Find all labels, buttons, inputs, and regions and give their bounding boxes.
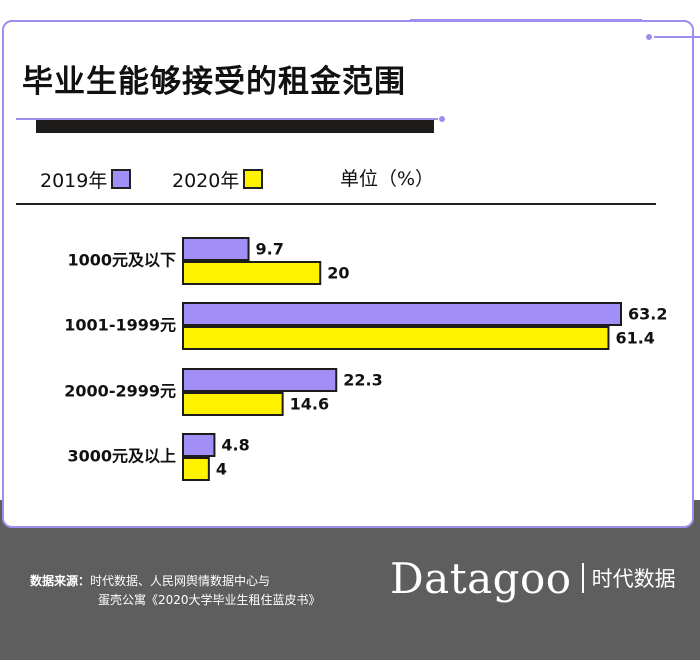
value-label-2020-2000-2999: 14.6 xyxy=(290,395,329,414)
source-text-1: 时代数据、人民网舆情数据中心与 xyxy=(90,574,271,588)
value-label-2019-3000-and-above: 4.8 xyxy=(221,436,249,455)
brand-chinese-name: 时代数据 xyxy=(591,567,676,591)
legend-label-2019: 2019年 xyxy=(40,169,108,192)
brand-wordmark: Datagoo xyxy=(390,553,572,603)
bar-2019-1001-1999 xyxy=(182,302,622,326)
frame-dot-title xyxy=(439,116,445,122)
chart-card xyxy=(2,20,694,528)
bar-2019-2000-2999 xyxy=(182,368,338,392)
chart-title: 毕业生能够接受的租金范围 xyxy=(22,64,406,100)
category-label-2000-2999: 2000-2999元 xyxy=(64,382,176,401)
value-label-2019-2000-2999: 22.3 xyxy=(343,371,382,390)
value-label-2020-1001-1999: 61.4 xyxy=(615,329,654,348)
source-key: 数据来源： xyxy=(30,574,91,588)
frame-line-top xyxy=(410,19,642,21)
source-note: 数据来源：时代数据、人民网舆情数据中心与 蛋壳公寓《2020大学毕业生租住蓝皮书… xyxy=(30,572,430,610)
category-label-1000-and-below: 1000元及以下 xyxy=(67,251,176,270)
legend-swatch-2019 xyxy=(111,169,132,189)
value-label-2019-1001-1999: 63.2 xyxy=(628,305,667,324)
legend-swatch-2020 xyxy=(243,169,264,189)
legend-label-2020: 2020年 xyxy=(172,169,240,192)
title-underline-bar xyxy=(36,120,434,133)
source-line-1: 数据来源：时代数据、人民网舆情数据中心与 xyxy=(30,572,430,591)
category-label-1001-1999: 1001-1999元 xyxy=(64,316,176,335)
header-rule xyxy=(16,203,656,205)
frame-dot-top xyxy=(646,34,652,40)
bar-2020-1000-and-below xyxy=(182,261,322,285)
category-label-3000-and-above: 3000元及以上 xyxy=(67,447,176,466)
legend-item-2019: 2019年 xyxy=(40,166,132,192)
value-label-2019-1000-and-below: 9.7 xyxy=(256,240,284,259)
source-line-2: 蛋壳公寓《2020大学毕业生租住蓝皮书》 xyxy=(30,591,430,610)
bar-2019-1000-and-below xyxy=(182,237,250,261)
bar-2020-3000-and-above xyxy=(182,457,210,481)
bar-chart: 1000元及以下 9.7 20 1001-1999元 63.2 61.4 2000-2999… xyxy=(64,237,667,481)
unit-label: 单位（%） xyxy=(340,168,435,190)
frame-line-title xyxy=(16,118,438,120)
legend-item-2020: 2020年 xyxy=(172,166,264,192)
value-label-2020-3000-and-above: 4 xyxy=(216,460,227,479)
bar-2020-2000-2999 xyxy=(182,392,284,416)
bar-2019-3000-and-above xyxy=(182,433,216,457)
source-text-2: 蛋壳公寓《2020大学毕业生租住蓝皮书》 xyxy=(98,593,321,607)
brand-separator xyxy=(581,563,584,593)
bar-2020-1001-1999 xyxy=(182,326,610,350)
value-label-2020-1000-and-below: 20 xyxy=(327,264,349,283)
brand-logo: Datagoo 时代数据 xyxy=(390,548,676,608)
frame-line-short xyxy=(654,36,700,38)
